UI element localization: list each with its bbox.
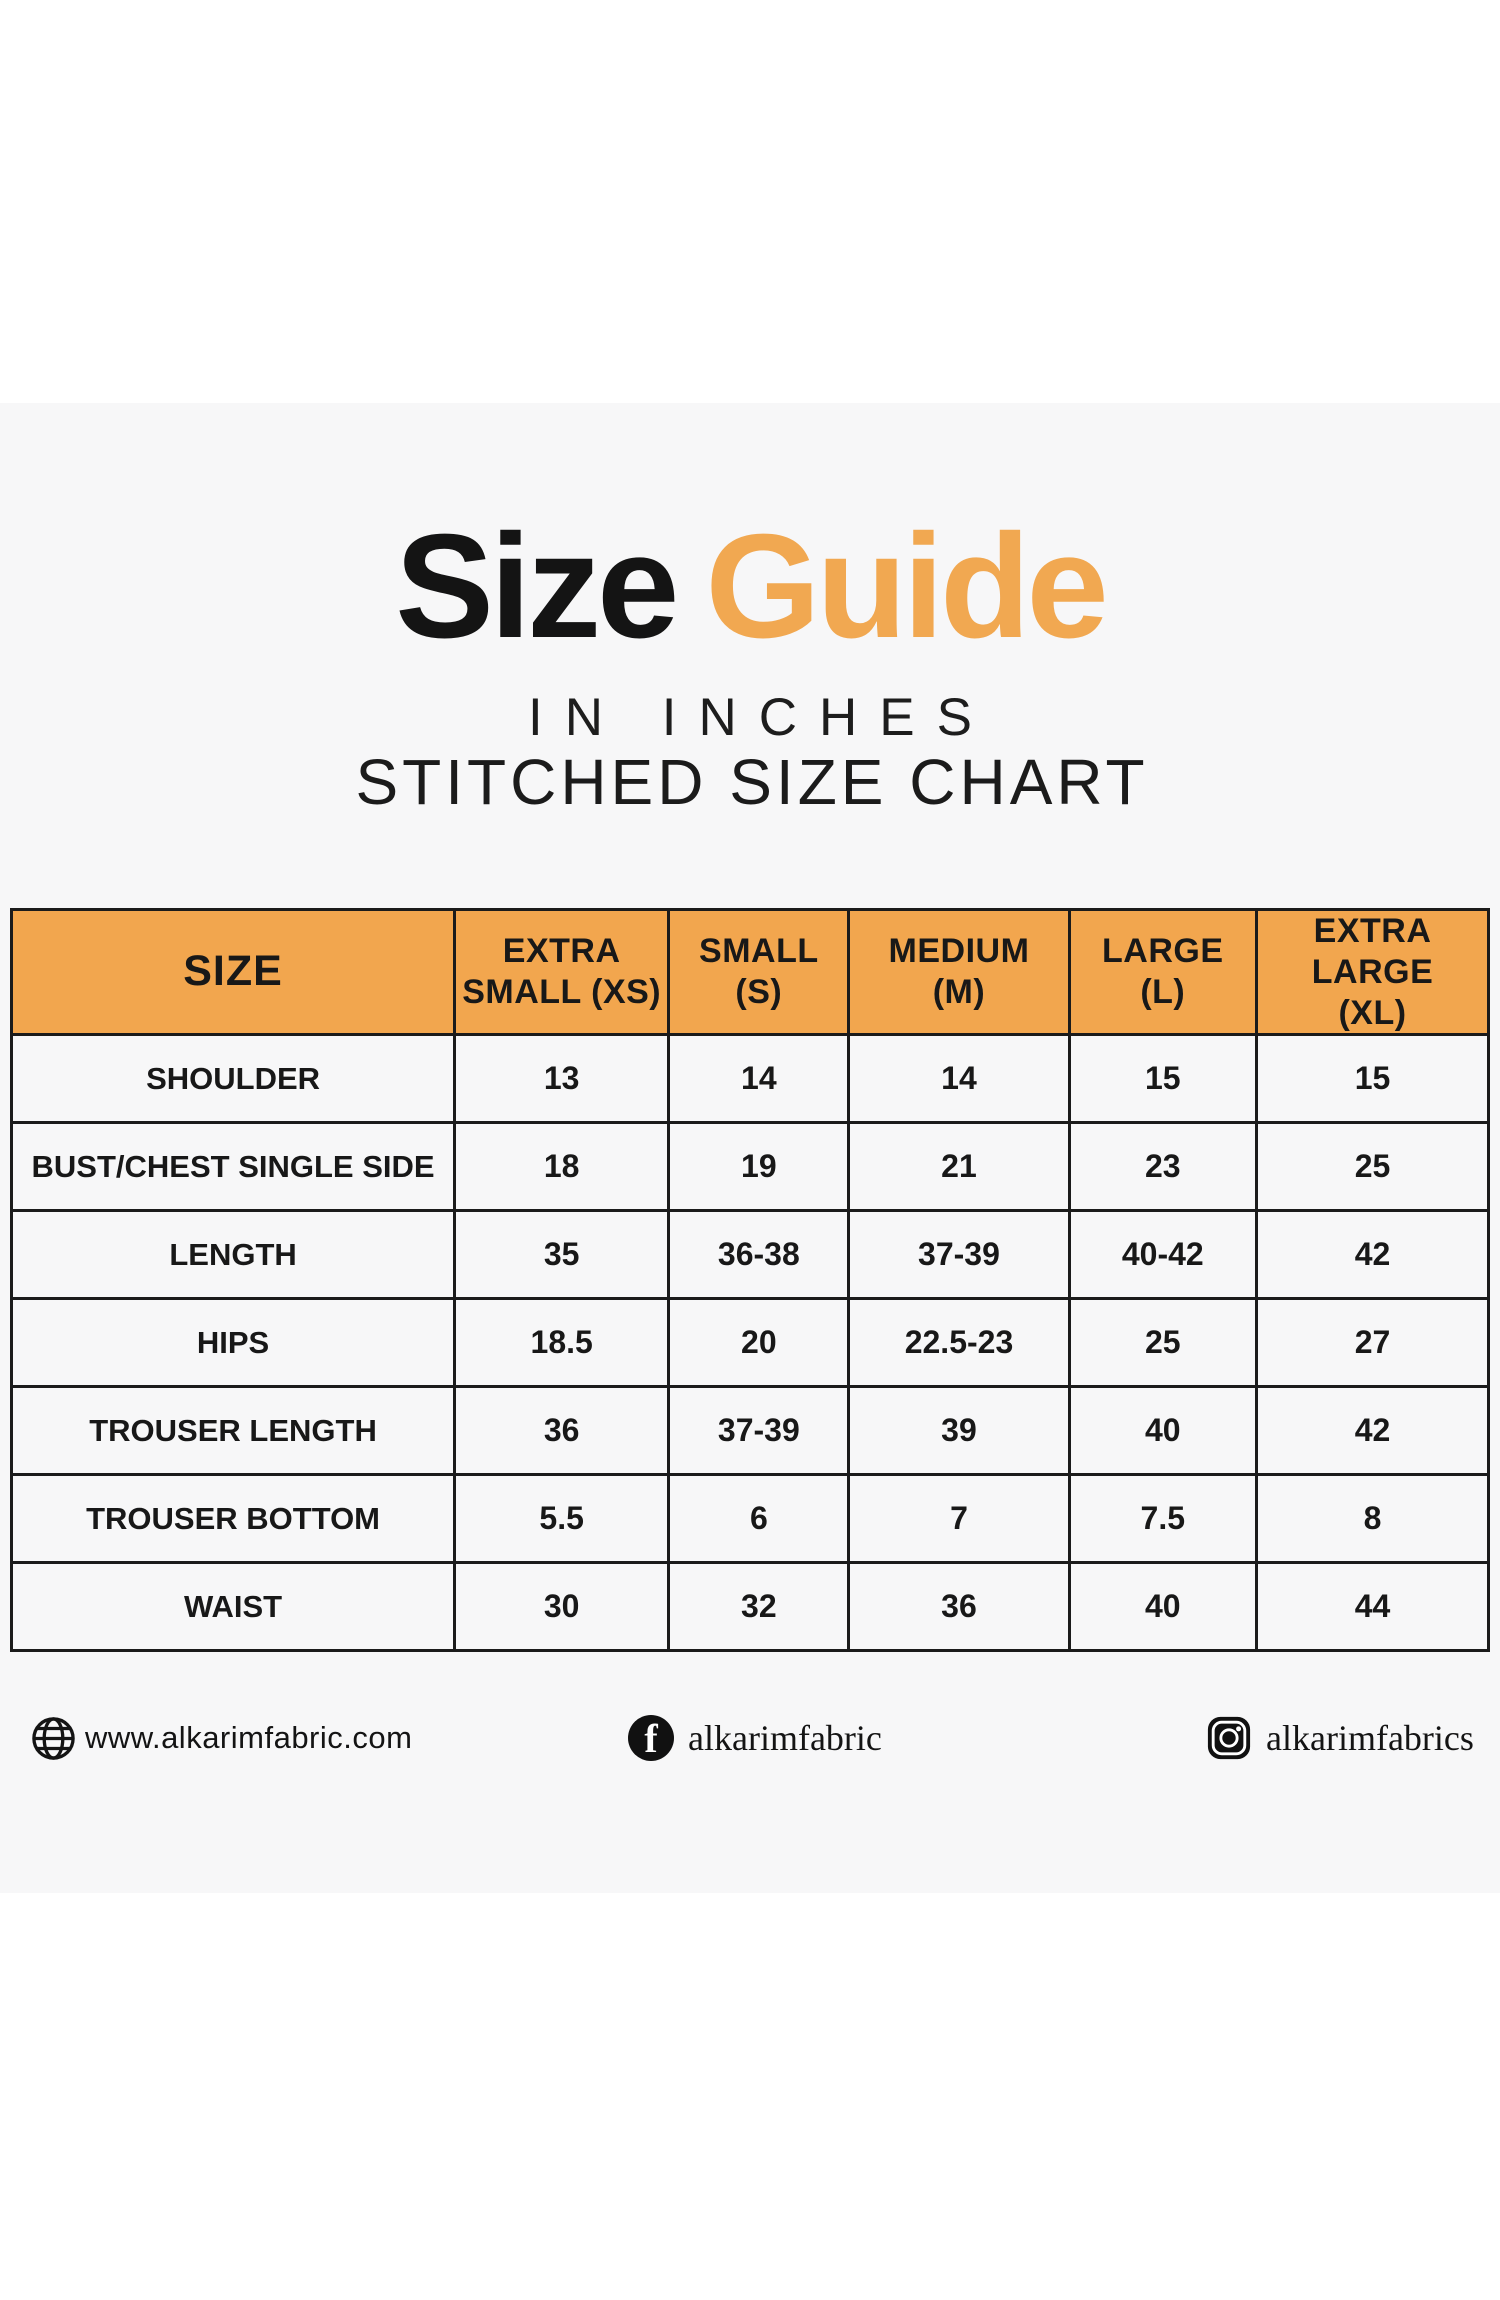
column-header-extra-small: EXTRA SMALL (XS): [453, 907, 671, 1037]
value-cell: 25: [1067, 1297, 1259, 1389]
column-header-extra-large: EXTRA LARGE (XL): [1255, 907, 1490, 1037]
value-cell: 23: [1067, 1121, 1259, 1213]
value-cell: 18.5: [453, 1297, 671, 1389]
facebook-link[interactable]: f alkarimfabric: [628, 1714, 882, 1762]
table-row-hips: HIPS 18.5 20 22.5-23 25 27: [9, 1297, 1490, 1389]
header-row: SIZE EXTRA SMALL (XS) SMALL (S) MEDIUM (…: [9, 907, 1490, 1037]
row-label: SHOULDER: [9, 1033, 457, 1125]
value-cell: 37-39: [847, 1209, 1071, 1301]
title-word-guide: Guide: [705, 504, 1108, 669]
value-cell: 35: [453, 1209, 671, 1301]
facebook-icon: f: [628, 1715, 674, 1761]
value-cell: 20: [667, 1297, 851, 1389]
instagram-handle: alkarimfabrics: [1266, 1718, 1474, 1758]
column-header-large: LARGE (L): [1067, 907, 1259, 1037]
globe-icon: [32, 1716, 75, 1760]
facebook-f-glyph: f: [644, 1716, 658, 1761]
value-cell: 37-39: [667, 1385, 851, 1477]
value-cell: 22.5-23: [847, 1297, 1071, 1389]
facebook-handle: alkarimfabric: [688, 1718, 882, 1758]
value-cell: 18: [453, 1121, 671, 1213]
table-row-waist: WAIST 30 32 36 40 44: [9, 1561, 1490, 1653]
value-cell: 40: [1067, 1561, 1259, 1653]
row-label: TROUSER BOTTOM: [9, 1473, 457, 1565]
row-label: WAIST: [9, 1561, 457, 1653]
row-label: TROUSER LENGTH: [9, 1385, 457, 1477]
value-cell: 13: [453, 1033, 671, 1125]
table-row-length: LENGTH 35 36-38 37-39 40-42 42: [9, 1209, 1490, 1301]
subtitle-stitched-size-chart: STITCHED SIZE CHART: [355, 746, 1149, 818]
value-cell: 40: [1067, 1385, 1259, 1477]
value-cell: 7.5: [1067, 1473, 1259, 1565]
value-cell: 42: [1255, 1385, 1490, 1477]
page-title: Size Guide: [0, 512, 1500, 662]
value-cell: 39: [847, 1385, 1071, 1477]
table-row-shoulder: SHOULDER 13 14 14 15 15: [9, 1033, 1490, 1125]
value-cell: 21: [847, 1121, 1071, 1213]
row-label: BUST/CHEST SINGLE SIDE: [9, 1121, 457, 1213]
value-cell: 42: [1255, 1209, 1490, 1301]
row-label: LENGTH: [9, 1209, 457, 1301]
table-row-trouser-bottom: TROUSER BOTTOM 5.5 6 7 7.5 8: [9, 1473, 1490, 1565]
table-row-bust-chest: BUST/CHEST SINGLE SIDE 18 19 21 23 25: [9, 1121, 1490, 1213]
value-cell: 40-42: [1067, 1209, 1259, 1301]
website-url: www.alkarimfabric.com: [85, 1720, 413, 1755]
value-cell: 6: [667, 1473, 851, 1565]
table-row-trouser-length: TROUSER LENGTH 36 37-39 39 40 42: [9, 1385, 1490, 1477]
value-cell: 44: [1255, 1561, 1490, 1653]
value-cell: 8: [1255, 1473, 1490, 1565]
size-chart-table: SIZE EXTRA SMALL (XS) SMALL (S) MEDIUM (…: [9, 907, 1490, 1653]
value-cell: 36: [453, 1385, 671, 1477]
value-cell: 14: [667, 1033, 851, 1125]
value-cell: 25: [1255, 1121, 1490, 1213]
value-cell: 15: [1067, 1033, 1259, 1125]
value-cell: 30: [453, 1561, 671, 1653]
column-header-medium: MEDIUM (M): [847, 907, 1071, 1037]
website-link[interactable]: www.alkarimfabric.com: [30, 1714, 412, 1762]
instagram-icon: [1207, 1716, 1251, 1760]
subtitle-in-inches: IN INCHES: [528, 688, 994, 747]
title-word-size: Size: [395, 504, 679, 669]
value-cell: 14: [847, 1033, 1071, 1125]
value-cell: 7: [847, 1473, 1071, 1565]
value-cell: 36: [847, 1561, 1071, 1653]
value-cell: 19: [667, 1121, 851, 1213]
value-cell: 32: [667, 1561, 851, 1653]
value-cell: 36-38: [667, 1209, 851, 1301]
column-header-size: SIZE: [9, 907, 457, 1037]
value-cell: 5.5: [453, 1473, 671, 1565]
value-cell: 27: [1255, 1297, 1490, 1389]
instagram-link[interactable]: alkarimfabrics: [1206, 1714, 1474, 1762]
value-cell: 15: [1255, 1033, 1490, 1125]
column-header-small: SMALL (S): [667, 907, 851, 1037]
row-label: HIPS: [9, 1297, 457, 1389]
